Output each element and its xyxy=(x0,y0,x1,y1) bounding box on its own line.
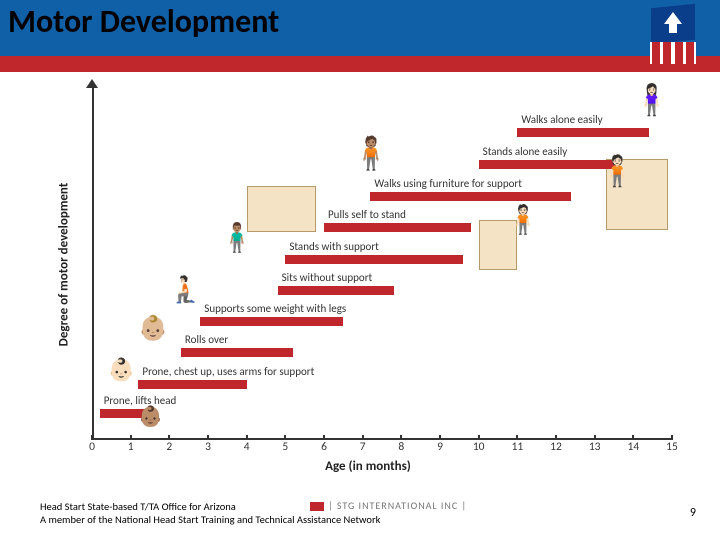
head-start-block-logo xyxy=(644,6,702,64)
milestone-bar xyxy=(181,348,293,357)
milestone-bar xyxy=(285,255,463,264)
furniture-prop xyxy=(247,186,317,233)
milestone-bar xyxy=(100,409,154,418)
x-tick: 0 xyxy=(80,440,104,454)
x-tick: 5 xyxy=(273,440,297,454)
baby-figure-icon: 👶🏻 xyxy=(107,359,134,381)
x-tick: 13 xyxy=(583,440,607,454)
x-tick: 4 xyxy=(235,440,259,454)
title-underline xyxy=(0,56,720,72)
milestone-label: Stands with support xyxy=(289,240,379,253)
x-tick: 2 xyxy=(157,440,181,454)
x-tick: 9 xyxy=(428,440,452,454)
footer-text: Head Start State-based T/TA Office for A… xyxy=(40,500,680,526)
x-tick: 3 xyxy=(196,440,220,454)
x-tick: 6 xyxy=(312,440,336,454)
page-title: Motor Development xyxy=(8,2,279,41)
baby-figure-icon: 👶🏼 xyxy=(138,317,168,341)
milestone-label: Pulls self to stand xyxy=(328,208,406,221)
milestone-label: Supports some weight with legs xyxy=(204,302,346,315)
furniture-prop xyxy=(479,220,518,270)
x-tick: 12 xyxy=(544,440,568,454)
x-tick: 15 xyxy=(660,440,684,454)
furniture-prop xyxy=(606,159,668,231)
y-axis-label: Degree of motor development xyxy=(56,183,71,347)
milestone-bar xyxy=(370,192,571,201)
x-tick: 7 xyxy=(351,440,375,454)
chart-plot-area: Prone, lifts head Prone, chest up, uses a… xyxy=(92,82,672,440)
page-number: 9 xyxy=(690,506,696,520)
milestone-label: Rolls over xyxy=(185,333,228,346)
x-axis-label: Age (in months) xyxy=(48,459,688,474)
milestone-bar xyxy=(200,317,343,326)
slide: Motor Development Degree of motor develo… xyxy=(0,0,720,540)
baby-figure-icon: 🧍🏻‍♀️ xyxy=(633,86,670,116)
x-tick: 8 xyxy=(389,440,413,454)
milestone-bar xyxy=(324,223,471,232)
x-tick: 14 xyxy=(621,440,645,454)
milestone-bar xyxy=(517,128,648,137)
milestone-bar xyxy=(479,160,618,169)
x-tick: 1 xyxy=(119,440,143,454)
milestone-bar xyxy=(278,286,394,295)
milestone-label: Prone, lifts head xyxy=(104,394,177,407)
milestone-label: Prone, chest up, uses arms for support xyxy=(142,365,314,378)
milestone-label: Walks using furniture for support xyxy=(374,177,522,190)
footer-line-2: A member of the National Head Start Trai… xyxy=(40,513,680,526)
milestone-label: Stands alone easily xyxy=(483,145,568,158)
milestone-label: Sits without support xyxy=(282,271,373,284)
motor-development-chart: Degree of motor development Prone, lifts… xyxy=(48,82,688,472)
x-tick: 11 xyxy=(505,440,529,454)
footer-line-1: Head Start State-based T/TA Office for A… xyxy=(40,500,680,513)
x-tick: 10 xyxy=(467,440,491,454)
milestone-label: Walks alone easily xyxy=(521,113,602,126)
x-axis-ticks: 0123456789101112131415 xyxy=(92,440,672,460)
baby-figure-icon: 🧎🏻 xyxy=(169,276,201,302)
baby-figure-icon: 🧍🏽 xyxy=(351,138,391,170)
milestone-bar xyxy=(138,380,246,389)
